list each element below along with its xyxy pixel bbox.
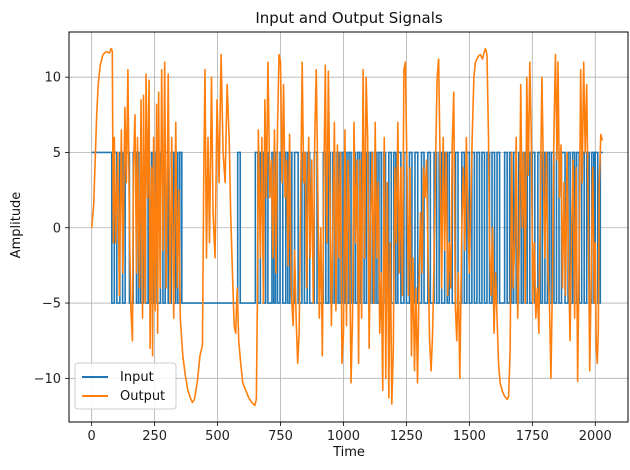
series-output-line xyxy=(90,47,604,407)
x-tick-label: 1250 xyxy=(390,429,423,444)
y-tick-label: 0 xyxy=(53,221,61,236)
x-tick-label: 250 xyxy=(142,429,167,444)
x-tick-label: 750 xyxy=(268,429,293,444)
legend-label-output: Output xyxy=(120,389,165,404)
x-axis-label: Time xyxy=(332,445,365,460)
x-tick-label: 1500 xyxy=(453,429,486,444)
y-tick-label: 10 xyxy=(44,71,61,86)
y-axis-label: Amplitude xyxy=(9,192,24,259)
x-tick-label: 0 xyxy=(88,429,96,444)
x-axis-ticks: 0 250 500 750 1000 1250 1500 1750 2000 xyxy=(88,422,612,444)
y-tick-label: −10 xyxy=(34,372,61,387)
legend-box xyxy=(74,362,177,410)
chart-title: Input and Output Signals xyxy=(255,9,443,27)
x-tick-label: 1750 xyxy=(516,429,549,444)
y-tick-label: −5 xyxy=(42,297,61,312)
x-tick-label: 2000 xyxy=(579,429,612,444)
legend: Input Output xyxy=(74,362,177,410)
plot-series xyxy=(90,47,604,407)
plot-frame xyxy=(68,31,629,423)
x-tick-label: 500 xyxy=(205,429,230,444)
x-tick-label: 1000 xyxy=(327,429,360,444)
y-tick-label: 5 xyxy=(53,146,61,161)
y-axis-ticks: −10 −5 0 5 10 xyxy=(34,71,69,387)
legend-label-input: Input xyxy=(120,370,154,385)
